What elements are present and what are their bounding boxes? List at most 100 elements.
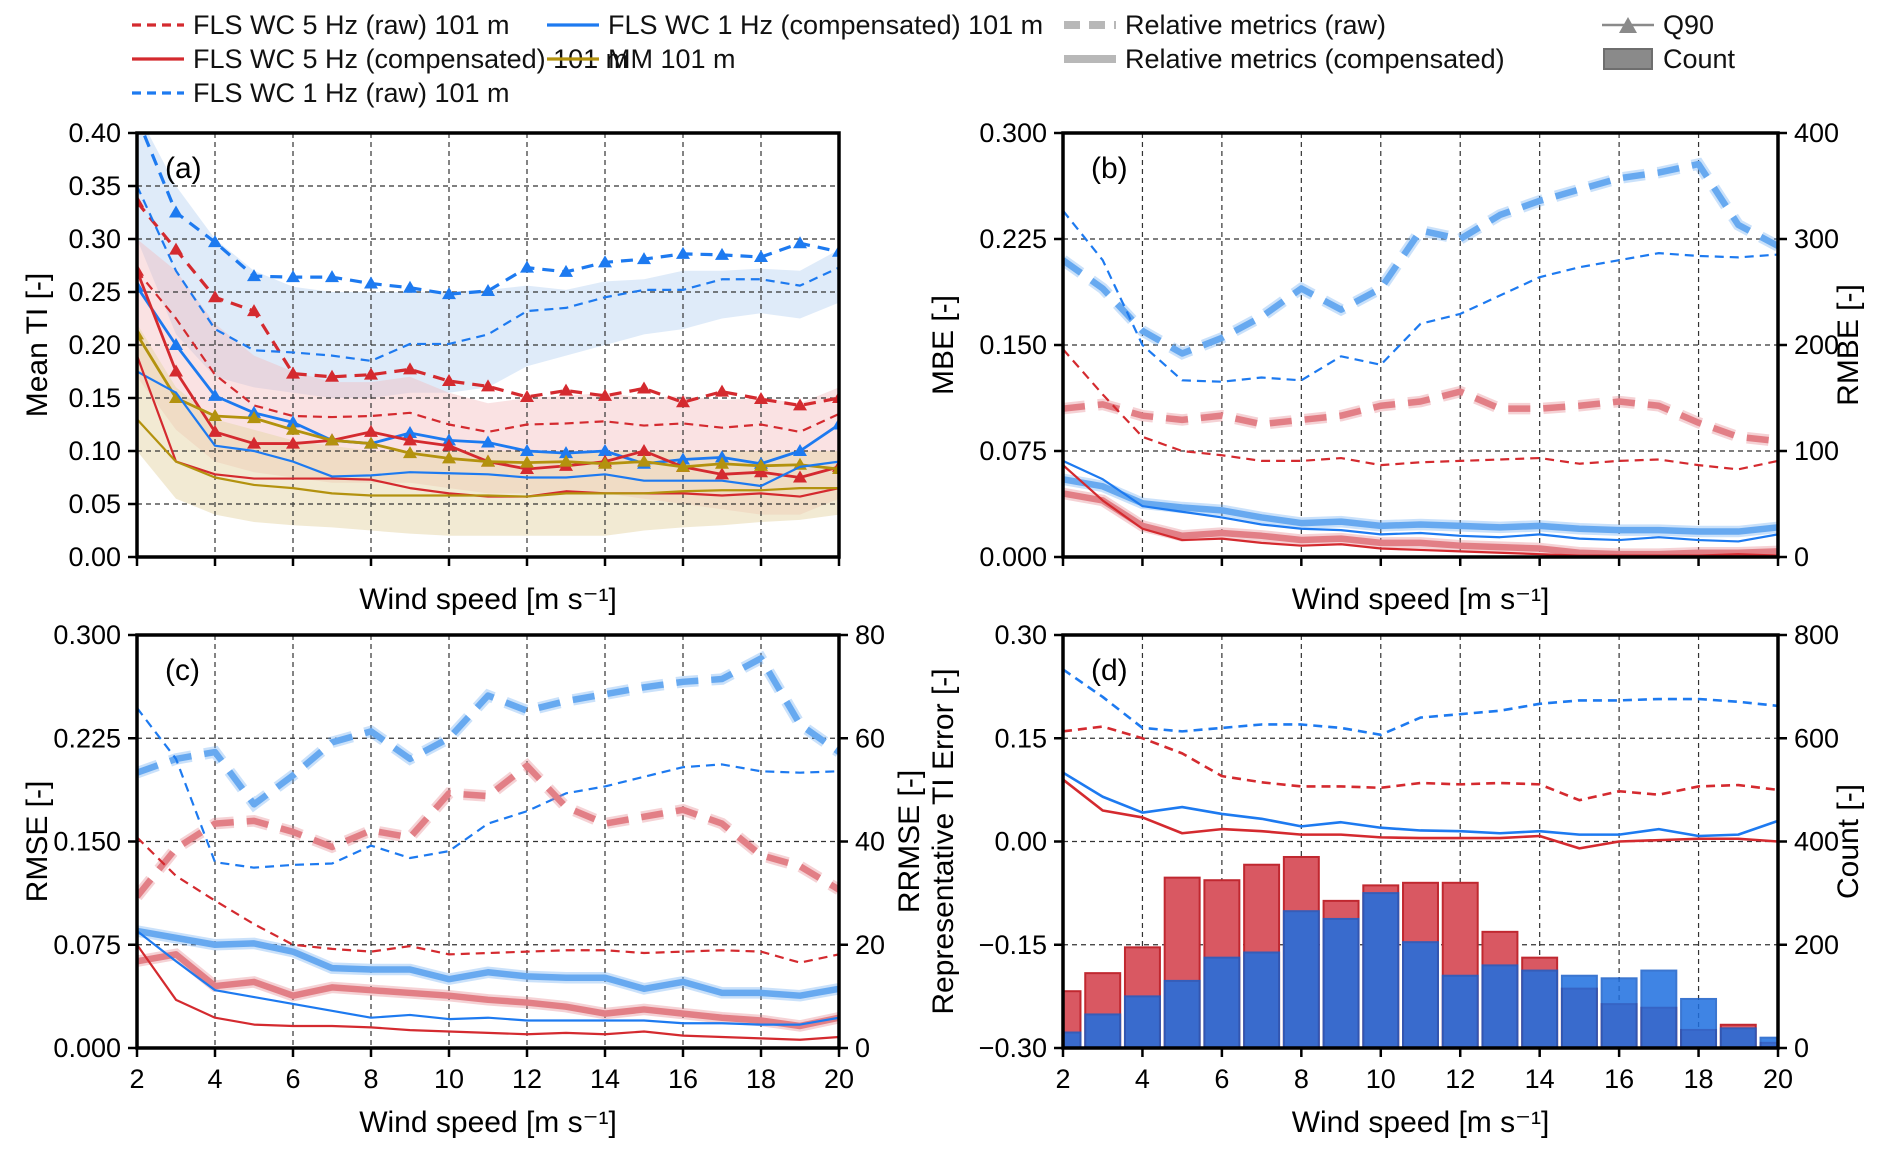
y2-tick-label: 100 [1794,436,1839,466]
triangle-marker [520,389,534,402]
legend-label: FLS WC 5 Hz (raw) 101 m [193,9,510,40]
count-fls-wc-1hz [1063,892,1778,1048]
subplot-d: 2 4 6 8 10 12 14 16 18 20 −0.30 −0.15 0.00 0.15 0.30 0 2… [927,620,1865,1139]
y2-tick-label: 60 [855,723,885,753]
triangle-marker [598,388,612,401]
y-tick-label: 0.300 [979,118,1047,148]
y-tick-label: 0.075 [53,930,121,960]
bar [1560,974,1598,1048]
y2-tick-label: 400 [1794,118,1839,148]
series-mean-fls-wc-5hz-raw [137,270,839,434]
y-tick-label: 0.30 [68,224,121,254]
y-tick-label: 0.00 [994,827,1047,857]
y2-tick-label: 800 [1794,620,1839,650]
triangle-marker [481,283,495,296]
triangle-marker [286,436,300,449]
ticks-c: 2 4 6 8 10 12 14 16 18 20 0.000 0.075 0.150 0.225 0.30… [53,620,885,1094]
series-mbe-1hz-raw [1063,210,1778,383]
series-rmbe-5hz-raw [1063,385,1778,447]
x-tick-label: 16 [668,1064,698,1094]
legend-swatch-thick-dashed-icon [1064,21,1116,29]
bar [1243,951,1281,1048]
series-rep-ti-error-1hz-comp [1063,771,1778,838]
x-tick-label: 20 [1763,1064,1793,1094]
triangle-marker [247,411,261,424]
y-tick-label: 0.075 [979,436,1047,466]
triangle-marker [793,398,807,411]
y-tick-label: 0.15 [994,723,1047,753]
bar [1402,941,1439,1048]
triangle-marker [286,422,300,435]
x-tick-label: 2 [1055,1064,1070,1094]
x-tick-label: 4 [1135,1064,1150,1094]
y-tick-label: 0.00 [68,542,121,572]
triangle-marker [715,456,729,469]
x-tick-label: 8 [1294,1064,1309,1094]
triangle-marker [208,290,222,303]
legend-label: FLS WC 1 Hz (compensated) 101 m [608,9,1044,40]
x-tick-label: 12 [1445,1064,1475,1094]
triangle-marker [169,364,183,377]
triangle-marker [715,247,729,260]
x-tick-label: 6 [285,1064,300,1094]
ticks-a: 0.00 0.05 0.10 0.15 0.20 0.25 0.30 0.35 0.40 [68,118,841,572]
triangle-marker [364,436,378,449]
triangle-marker [520,462,534,475]
triangle-marker [520,455,534,468]
series-q90-fls-wc-5hz-raw [137,194,839,411]
y2-axis-label-c: RRMSE [-] [893,770,926,913]
y-tick-label: 0.30 [994,620,1047,650]
legend-label: MM 101 m [608,43,736,74]
x-tick-label: 14 [1525,1064,1555,1094]
triangle-marker [442,374,456,387]
triangle-marker [793,236,807,249]
triangle-marker [559,454,573,467]
x-tick-label: 4 [207,1064,222,1094]
series-mean-fls-wc-1hz-raw [137,185,839,362]
y2-tick-label: 40 [855,827,885,857]
y-axis-label-a: Mean TI [-] [21,273,54,418]
legend-swatch-thin-dashed-icon [132,91,184,95]
grid-a [137,133,839,557]
triangle-marker [286,270,300,283]
subplot-a: 0.00 0.05 0.10 0.15 0.20 0.25 0.30 0.35 0.40 Wind… [21,118,841,616]
x-tick-label: 12 [512,1064,542,1094]
series-rmbe-1hz-comp [1063,473,1778,538]
series-q90-mm [137,327,839,475]
legend-label: Count [1663,43,1736,74]
y-tick-label: 0.10 [68,436,121,466]
legend-item-8: Count [1600,44,1735,74]
bar [1441,974,1479,1048]
series-rep-ti-error-5hz-comp [1063,778,1778,850]
bar [1640,969,1678,1048]
triangle-marker [286,366,300,379]
legend-item-4: MM 101 m [545,44,736,74]
grid-b [1063,133,1778,557]
ticks-d: 2 4 6 8 10 12 14 16 18 20 −0.30 −0.15 0.00 0.15 0.30 0 2… [979,620,1839,1094]
series-rrmse-5hz-raw [137,758,839,901]
triangle-marker [637,252,651,265]
bar [1123,995,1161,1048]
triangle-marker [169,338,183,350]
triangle-marker [364,367,378,380]
triangle-marker [442,287,456,300]
triangle-marker [481,379,495,392]
bar [1521,969,1559,1048]
series-rrmse-1hz-comp [137,925,839,1002]
y2-tick-label: 0 [1794,1033,1809,1063]
bar [1362,892,1400,1048]
triangle-marker [754,465,768,478]
triangle-marker [676,459,690,472]
triangle-marker [208,235,222,248]
y-tick-label: −0.15 [979,930,1047,960]
legend-item-7: Q90 [1600,10,1714,40]
triangle-marker [403,362,417,375]
y-tick-label: 0.225 [53,723,121,753]
y-tick-label: 0.15 [68,383,121,413]
figure-legend: FLS WC 5 Hz (raw) 101 m FLS WC 5 Hz (comp… [0,0,1892,110]
bar [1084,1013,1122,1048]
triangle-marker [403,446,417,459]
panel-label-d: (d) [1091,654,1128,687]
triangle-marker [715,384,729,397]
triangle-marker [286,415,300,428]
